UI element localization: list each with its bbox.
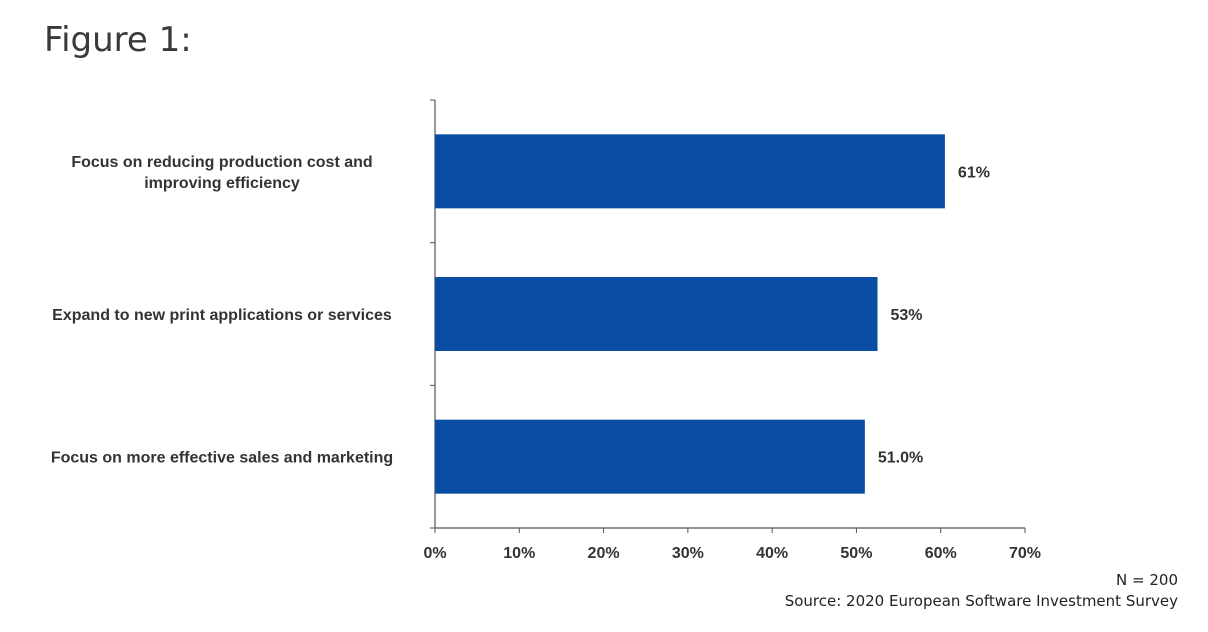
x-tick-label: 30% bbox=[672, 545, 704, 562]
x-tick-label: 10% bbox=[503, 545, 535, 562]
bar bbox=[435, 419, 865, 494]
bar bbox=[435, 134, 945, 209]
bar-value-label: 61% bbox=[958, 164, 990, 181]
x-tick-label: 40% bbox=[756, 545, 788, 562]
sample-size-note: N = 200 bbox=[1116, 571, 1178, 589]
category-label: Focus on more effective sales and market… bbox=[51, 450, 393, 467]
bar-value-label: 51.0% bbox=[878, 450, 923, 467]
category-label-line: improving efficiency bbox=[144, 175, 300, 192]
source-note: Source: 2020 European Software Investmen… bbox=[784, 592, 1178, 610]
category-label-line: Focus on reducing production cost and bbox=[71, 154, 372, 171]
x-tick-label: 20% bbox=[588, 545, 620, 562]
x-tick-label: 60% bbox=[925, 545, 957, 562]
x-tick-label: 0% bbox=[423, 545, 446, 562]
bar-value-label: 53% bbox=[891, 307, 923, 324]
category-label-line: Focus on more effective sales and market… bbox=[51, 450, 393, 467]
category-label: Expand to new print applications or serv… bbox=[52, 307, 392, 324]
figure-title: Figure 1: bbox=[44, 20, 192, 60]
x-tick-label: 50% bbox=[840, 545, 872, 562]
x-tick-label: 70% bbox=[1009, 545, 1041, 562]
bar bbox=[435, 277, 878, 351]
category-label: Focus on reducing production cost and imp… bbox=[71, 154, 372, 192]
category-label-line: Expand to new print applications or serv… bbox=[52, 307, 392, 324]
